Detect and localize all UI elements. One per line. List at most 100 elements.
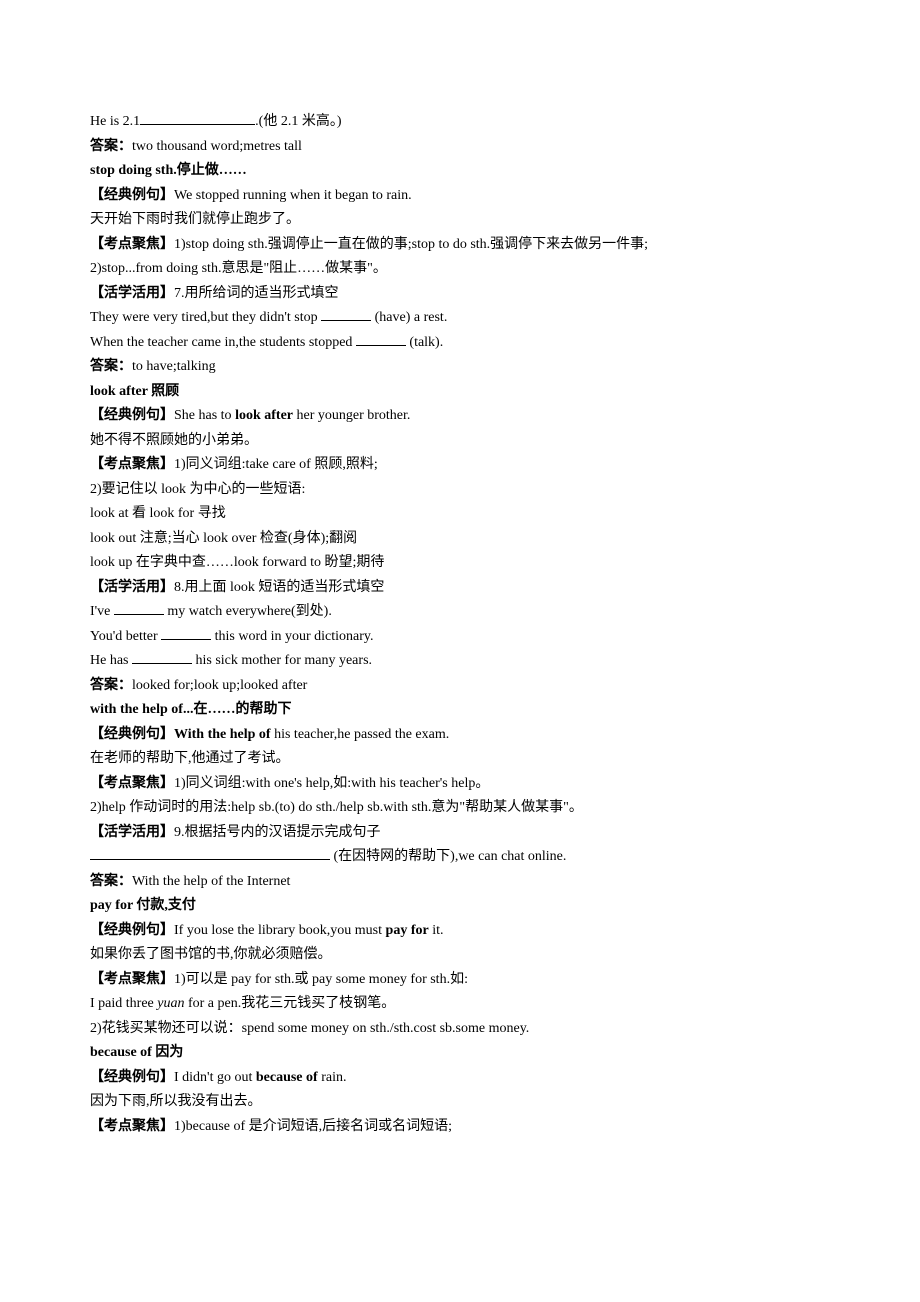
text-line: 【经典例句】She has to look after her younger … xyxy=(90,404,830,429)
text-line: They were very tired,but they didn't sto… xyxy=(90,306,830,331)
text-line: look up 在字典中查……look forward to 盼望;期待 xyxy=(90,551,830,576)
sentence-post: his teacher,he passed the exam. xyxy=(271,727,450,742)
text-line: look out 注意;当心 look over 检查(身体);翻阅 xyxy=(90,527,830,552)
text-line: 2)花钱买某物还可以说：spend some money on sth./sth… xyxy=(90,1017,830,1042)
tag-label: 【活学活用】 xyxy=(90,286,174,301)
blank-fill xyxy=(90,845,330,860)
sentence-post: for a pen.我花三元钱买了枝钢笔。 xyxy=(184,996,395,1011)
text-line: 在老师的帮助下,他通过了考试。 xyxy=(90,747,830,772)
section-heading: stop doing sth.停止做…… xyxy=(90,159,830,184)
section-heading: pay for 付款,支付 xyxy=(90,894,830,919)
answer-label: 答案： xyxy=(90,874,132,889)
sentence-pre: If you lose the library book,you must xyxy=(174,923,386,938)
text-line: He has his sick mother for many years. xyxy=(90,649,830,674)
italic-text: yuan xyxy=(157,996,184,1011)
text-line: When the teacher came in,the students st… xyxy=(90,331,830,356)
tag-content: 9.根据括号内的汉语提示完成句子 xyxy=(174,825,381,840)
text-line: look at 看 look for 寻找 xyxy=(90,502,830,527)
text-line: 2)要记住以 look 为中心的一些短语: xyxy=(90,478,830,503)
blank-fill xyxy=(132,649,192,664)
text-line: 【考点聚焦】1)同义词组:with one's help,如:with his … xyxy=(90,772,830,797)
sentence-pre: I didn't go out xyxy=(174,1070,256,1085)
tag-content: 1)stop doing sth.强调停止一直在做的事;stop to do s… xyxy=(174,237,648,252)
text-line: I paid three yuan for a pen.我花三元钱买了枝钢笔。 xyxy=(90,992,830,1017)
text-line: 【考点聚焦】1)同义词组:take care of 照顾,照料; xyxy=(90,453,830,478)
blank-fill xyxy=(140,110,255,125)
text-line: (在因特网的帮助下),we can chat online. xyxy=(90,845,830,870)
text-line: I've my watch everywhere(到处). xyxy=(90,600,830,625)
emphasis-text: because of xyxy=(256,1070,318,1085)
text-line: 答案：looked for;look up;looked after xyxy=(90,674,830,699)
sentence-post: this word in your dictionary. xyxy=(211,629,373,644)
sentence-pre: He is 2.1 xyxy=(90,114,140,129)
answer-label: 答案： xyxy=(90,678,132,693)
text-line: 【经典例句】I didn't go out because of rain. xyxy=(90,1066,830,1091)
tag-content: 1)because of 是介词短语,后接名词或名词短语; xyxy=(174,1119,452,1134)
sentence-pre: She has to xyxy=(174,408,235,423)
blank-fill xyxy=(321,306,371,321)
tag-label: 【考点聚焦】 xyxy=(90,237,174,252)
sentence-post: his sick mother for many years. xyxy=(192,653,372,668)
tag-label: 【活学活用】 xyxy=(90,580,174,595)
sentence-pre: You'd better xyxy=(90,629,161,644)
answer-label: 答案： xyxy=(90,359,132,374)
tag-label: 【考点聚焦】 xyxy=(90,972,174,987)
sentence-post: it. xyxy=(429,923,444,938)
sentence-pre: I paid three xyxy=(90,996,157,1011)
text-line: 【经典例句】With the help of his teacher,he pa… xyxy=(90,723,830,748)
sentence-post: .(他 2.1 米高。) xyxy=(255,114,341,129)
tag-label: 【活学活用】 xyxy=(90,825,174,840)
sentence-post: (have) a rest. xyxy=(371,310,447,325)
answer-text: With the help of the Internet xyxy=(132,874,290,889)
text-line: 【考点聚焦】1)because of 是介词短语,后接名词或名词短语; xyxy=(90,1115,830,1140)
text-line: 【考点聚焦】1)stop doing sth.强调停止一直在做的事;stop t… xyxy=(90,233,830,258)
tag-content: 7.用所给词的适当形式填空 xyxy=(174,286,339,301)
tag-content: 1)可以是 pay for sth.或 pay some money for s… xyxy=(174,972,468,987)
text-line: 【活学活用】7.用所给词的适当形式填空 xyxy=(90,282,830,307)
section-heading: because of 因为 xyxy=(90,1041,830,1066)
text-line: 2)help 作动词时的用法:help sb.(to) do sth./help… xyxy=(90,796,830,821)
tag-content: 8.用上面 look 短语的适当形式填空 xyxy=(174,580,384,595)
emphasis-text: look after xyxy=(235,408,293,423)
text-line: 【活学活用】9.根据括号内的汉语提示完成句子 xyxy=(90,821,830,846)
text-line: 她不得不照顾她的小弟弟。 xyxy=(90,429,830,454)
text-line: He is 2.1 .(他 2.1 米高。) xyxy=(90,110,830,135)
tag-content: 1)同义词组:take care of 照顾,照料; xyxy=(174,457,378,472)
tag-content: 1)同义词组:with one's help,如:with his teache… xyxy=(174,776,489,791)
text-line: 因为下雨,所以我没有出去。 xyxy=(90,1090,830,1115)
tag-content: We stopped running when it began to rain… xyxy=(174,188,412,203)
text-line: You'd better this word in your dictionar… xyxy=(90,625,830,650)
sentence-pre: He has xyxy=(90,653,132,668)
text-line: 天开始下雨时我们就停止跑步了。 xyxy=(90,208,830,233)
text-line: 答案：to have;talking xyxy=(90,355,830,380)
text-line: 【活学活用】8.用上面 look 短语的适当形式填空 xyxy=(90,576,830,601)
sentence-post: (talk). xyxy=(406,335,443,350)
blank-fill xyxy=(161,625,211,640)
sentence-post: (在因特网的帮助下),we can chat online. xyxy=(330,849,566,864)
tag-label: 【经典例句】 xyxy=(90,923,174,938)
sentence-post: my watch everywhere(到处). xyxy=(164,604,332,619)
text-line: 【经典例句】We stopped running when it began t… xyxy=(90,184,830,209)
emphasis-text: pay for xyxy=(386,923,429,938)
sentence-pre: They were very tired,but they didn't sto… xyxy=(90,310,321,325)
sentence-pre: When the teacher came in,the students st… xyxy=(90,335,356,350)
section-heading: with the help of...在……的帮助下 xyxy=(90,698,830,723)
document-page: He is 2.1.(他 2.1 米高。)答案：two thousand wor… xyxy=(0,0,920,1199)
blank-fill xyxy=(356,331,406,346)
text-line: 【经典例句】If you lose the library book,you m… xyxy=(90,919,830,944)
text-line: 答案：With the help of the Internet xyxy=(90,870,830,895)
sentence-post: rain. xyxy=(318,1070,347,1085)
text-line: 【考点聚焦】1)可以是 pay for sth.或 pay some money… xyxy=(90,968,830,993)
sentence-pre: I've xyxy=(90,604,114,619)
text-line: 如果你丢了图书馆的书,你就必须赔偿。 xyxy=(90,943,830,968)
tag-label: 【考点聚焦】 xyxy=(90,1119,174,1134)
tag-label: 【经典例句】 xyxy=(90,188,174,203)
answer-text: two thousand word;metres tall xyxy=(132,139,302,154)
tag-label: 【考点聚焦】 xyxy=(90,776,174,791)
blank-fill xyxy=(114,600,164,615)
emphasis-text: With the help of xyxy=(174,727,271,742)
tag-label: 【经典例句】 xyxy=(90,1070,174,1085)
answer-text: to have;talking xyxy=(132,359,216,374)
text-line: 答案：two thousand word;metres tall xyxy=(90,135,830,160)
section-heading: look after 照顾 xyxy=(90,380,830,405)
